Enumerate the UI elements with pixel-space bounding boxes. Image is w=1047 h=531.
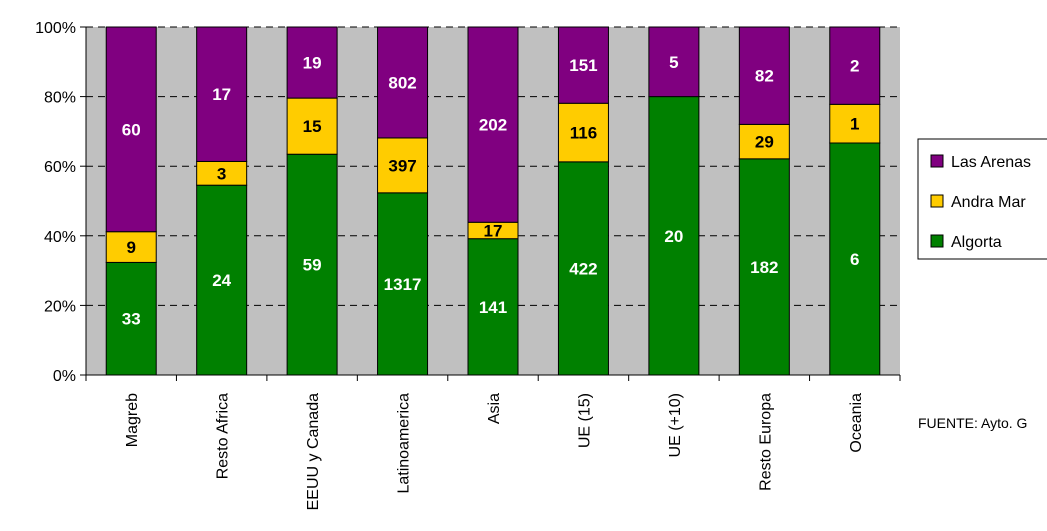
- bar-segment-andra-mari: [105, 231, 157, 263]
- data-label: 82: [755, 67, 774, 86]
- data-label: 17: [484, 221, 503, 240]
- y-tick-label: 80%: [44, 90, 76, 107]
- bar-segment-las-arenas: [105, 26, 157, 233]
- bar-segment-algorta: [196, 184, 248, 376]
- bar-segment-algorta: [105, 261, 157, 376]
- bar-segment-las-arenas: [557, 26, 609, 104]
- bar-segment-algorta: [738, 158, 790, 376]
- x-category-label: Asia: [486, 393, 503, 424]
- x-category-label: UE (+10): [667, 393, 684, 457]
- x-category-label: Resto Europa: [757, 393, 774, 491]
- category-labels: Magreb Resto Africa EEUU y Canada Latinoame…: [124, 393, 865, 510]
- data-label: 60: [122, 120, 141, 139]
- x-category-label: Resto Africa: [215, 393, 232, 479]
- bar-segment-algorta: [467, 238, 519, 376]
- x-category-label: Latinoamerica: [396, 393, 413, 494]
- x-category-label: Magreb: [124, 393, 141, 447]
- data-label: 1317: [384, 275, 422, 294]
- data-label: 151: [569, 56, 597, 75]
- legend: Las Arenas Andra Mar Algorta: [917, 138, 1047, 260]
- legend-label-las-arenas: Las Arenas: [951, 154, 1031, 171]
- data-labels: 3396024317591519131739780214117202422116…: [122, 53, 860, 329]
- data-label: 5: [669, 53, 678, 72]
- data-label: 59: [303, 256, 322, 275]
- bar-segment-las-arenas: [467, 26, 519, 223]
- bar-segment-las-arenas: [377, 26, 429, 139]
- x-category-label: EEUU y Canada: [305, 393, 322, 510]
- legend-swatch-algorta: [930, 234, 944, 248]
- legend-swatch-andra-mari: [930, 194, 944, 208]
- data-label: 3: [217, 164, 226, 183]
- bar-segment-las-arenas: [738, 26, 790, 125]
- source-note: FUENTE: Ayto. G: [918, 415, 1027, 431]
- y-axis-ticks: 0% 20% 40% 60% 80% 100%: [35, 20, 86, 385]
- bar-segment-andra-mari: [377, 137, 429, 194]
- data-label: 17: [212, 85, 231, 104]
- bar-segment-algorta: [377, 192, 429, 376]
- bar-segment-algorta: [557, 161, 609, 376]
- data-label: 182: [750, 258, 778, 277]
- legend-label-andra-mari: Andra Mar: [951, 194, 1026, 211]
- legend-swatch-las-arenas: [930, 154, 944, 168]
- data-label: 2: [850, 57, 859, 76]
- bars: [105, 26, 881, 376]
- data-label: 29: [755, 133, 774, 152]
- data-label: 9: [126, 238, 135, 257]
- x-category-label: Oceania: [848, 393, 865, 453]
- y-tick-label: 60%: [44, 159, 76, 176]
- data-label: 24: [212, 271, 231, 290]
- data-label: 141: [479, 298, 507, 317]
- bar-segment-las-arenas: [196, 26, 248, 162]
- data-label: 6: [850, 250, 859, 269]
- data-label: 802: [388, 73, 416, 92]
- y-tick-label: 40%: [44, 229, 76, 246]
- data-label: 116: [570, 124, 597, 143]
- data-label: 397: [388, 156, 416, 175]
- data-label: 19: [303, 54, 322, 73]
- x-category-label: UE (15): [576, 393, 593, 448]
- axes: [85, 27, 901, 381]
- bar-segment-las-arenas: [286, 26, 338, 99]
- data-label: 33: [122, 310, 141, 329]
- data-label: 1: [850, 115, 859, 134]
- data-label: 422: [569, 259, 597, 278]
- y-tick-label: 20%: [44, 298, 76, 315]
- bar-segment-algorta: [829, 142, 881, 376]
- bar-segment-andra-mari: [829, 103, 881, 144]
- data-label: 20: [664, 227, 683, 246]
- data-label: 15: [303, 117, 322, 136]
- bar-segment-andra-mari: [557, 102, 609, 163]
- data-label: 202: [479, 116, 507, 135]
- bar-segment-las-arenas: [648, 26, 700, 98]
- y-tick-label: 100%: [35, 20, 76, 37]
- bar-segment-las-arenas: [829, 26, 881, 105]
- y-tick-label: 0%: [53, 368, 76, 385]
- legend-label-algorta: Algorta: [951, 234, 1002, 251]
